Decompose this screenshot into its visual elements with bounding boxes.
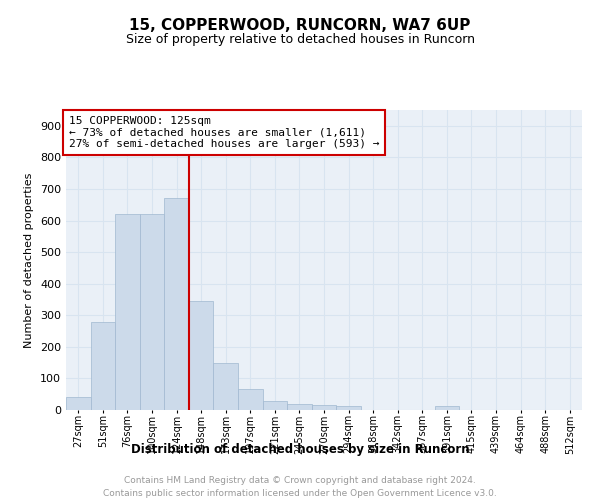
Text: Contains public sector information licensed under the Open Government Licence v3: Contains public sector information licen…: [103, 489, 497, 498]
Bar: [336, 406, 361, 410]
Bar: [312, 406, 336, 410]
Bar: [91, 322, 115, 410]
Text: 15 COPPERWOOD: 125sqm
← 73% of detached houses are smaller (1,611)
27% of semi-d: 15 COPPERWOOD: 125sqm ← 73% of detached …: [68, 116, 379, 149]
Bar: [66, 396, 91, 410]
Bar: [164, 198, 189, 410]
Bar: [189, 301, 214, 410]
Bar: [115, 214, 140, 410]
Text: 15, COPPERWOOD, RUNCORN, WA7 6UP: 15, COPPERWOOD, RUNCORN, WA7 6UP: [130, 18, 470, 32]
Bar: [238, 388, 263, 410]
Y-axis label: Number of detached properties: Number of detached properties: [25, 172, 34, 348]
Bar: [214, 364, 238, 410]
Bar: [287, 404, 312, 410]
Bar: [434, 406, 459, 410]
Bar: [263, 400, 287, 410]
Bar: [140, 214, 164, 410]
Text: Contains HM Land Registry data © Crown copyright and database right 2024.: Contains HM Land Registry data © Crown c…: [124, 476, 476, 485]
Text: Distribution of detached houses by size in Runcorn: Distribution of detached houses by size …: [131, 442, 469, 456]
Text: Size of property relative to detached houses in Runcorn: Size of property relative to detached ho…: [125, 32, 475, 46]
